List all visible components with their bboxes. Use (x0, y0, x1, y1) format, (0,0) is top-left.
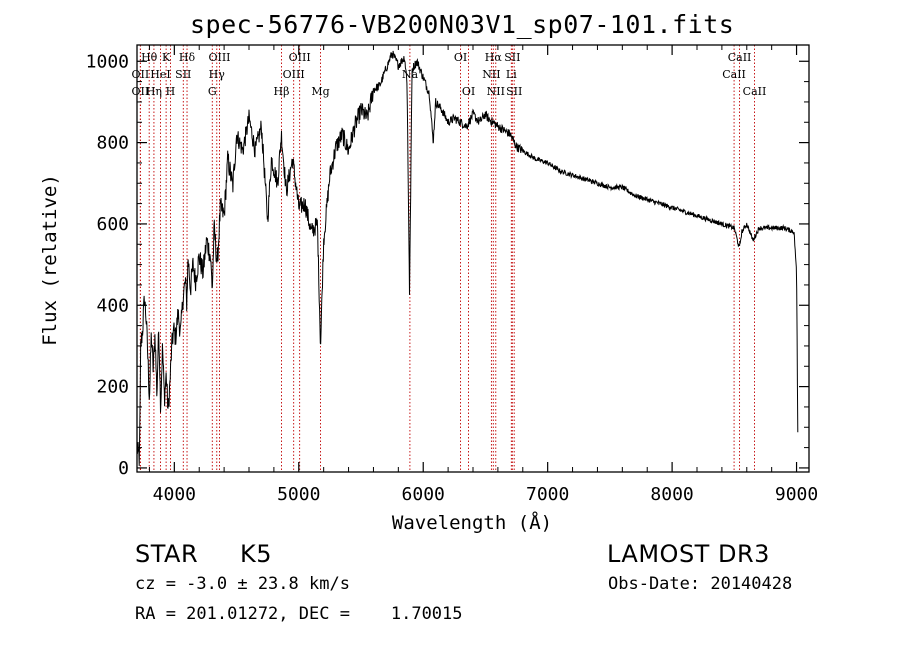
line-label-15: Mg (311, 85, 329, 98)
x-tick-label-4: 8000 (650, 484, 693, 505)
line-label-24: SII (506, 85, 522, 98)
line-label-21: NII (487, 85, 505, 98)
line-label-4: HeI (150, 68, 170, 81)
line-label-25: CaII (728, 51, 752, 64)
spectrum-line (136, 50, 799, 466)
line-label-22: SII (504, 51, 520, 64)
line-label-14: OIII (289, 51, 311, 64)
line-label-3: Hη (146, 85, 162, 98)
line-label-9: OIII (208, 51, 230, 64)
line-label-16: Na (402, 68, 419, 81)
spectrum-series (136, 50, 799, 466)
emission-line-markers (139, 45, 755, 472)
line-label-20: Hα (485, 51, 503, 64)
line-label-19: NII (482, 68, 500, 81)
x-tick-label-2: 6000 (402, 484, 445, 505)
line-label-10: Hγ (209, 68, 226, 81)
line-label-5: K (162, 51, 171, 64)
object-subclass: K5 (240, 540, 273, 568)
object-class: STAR (135, 540, 199, 568)
line-label-6: H (166, 85, 176, 98)
line-label-0: Hθ (141, 51, 158, 64)
y-tick-label-0: 0 (118, 458, 129, 479)
y-tick-label-2: 400 (96, 295, 129, 316)
line-label-11: G (208, 85, 217, 98)
line-label-12: Hβ (274, 85, 290, 98)
x-tick-label-1: 5000 (277, 484, 320, 505)
line-label-8: Hδ (179, 51, 196, 64)
line-label-7: SII (175, 68, 191, 81)
y-axis-label: Flux (relative) (39, 174, 61, 346)
line-label-23: Li (506, 68, 517, 81)
y-tick-label-3: 600 (96, 214, 129, 235)
y-tick-label-4: 800 (96, 133, 129, 154)
line-label-26: CaII (722, 68, 746, 81)
obs-date-text: Obs-Date: 20140428 (608, 574, 793, 594)
x-tick-label-3: 7000 (526, 484, 569, 505)
survey-label: LAMOST DR3 (607, 540, 770, 568)
chart-title: spec-56776-VB200N03V1_sp07-101.fits (190, 10, 735, 39)
coordinates-text: RA = 201.01272, DEC = 1.70015 (135, 604, 463, 624)
line-label-17: OI (454, 51, 467, 64)
line-label-1: OII (132, 68, 150, 81)
axis-ticks: 4000 5000 6000 7000 8000 9000 0 200 400 600 800 100… (86, 45, 818, 505)
line-label-13: OIII (283, 68, 305, 81)
line-label-18: OI (462, 85, 475, 98)
redshift-text: cz = -3.0 ± 23.8 km/s (135, 574, 350, 594)
line-label-2: OII (132, 85, 150, 98)
y-tick-label-1: 200 (96, 377, 129, 398)
line-label-27: CaII (743, 85, 767, 98)
x-axis-label: Wavelength (Å) (392, 511, 552, 534)
y-tick-label-5: 1000 (86, 51, 129, 72)
x-tick-label-5: 9000 (775, 484, 818, 505)
x-tick-label-0: 4000 (153, 484, 196, 505)
